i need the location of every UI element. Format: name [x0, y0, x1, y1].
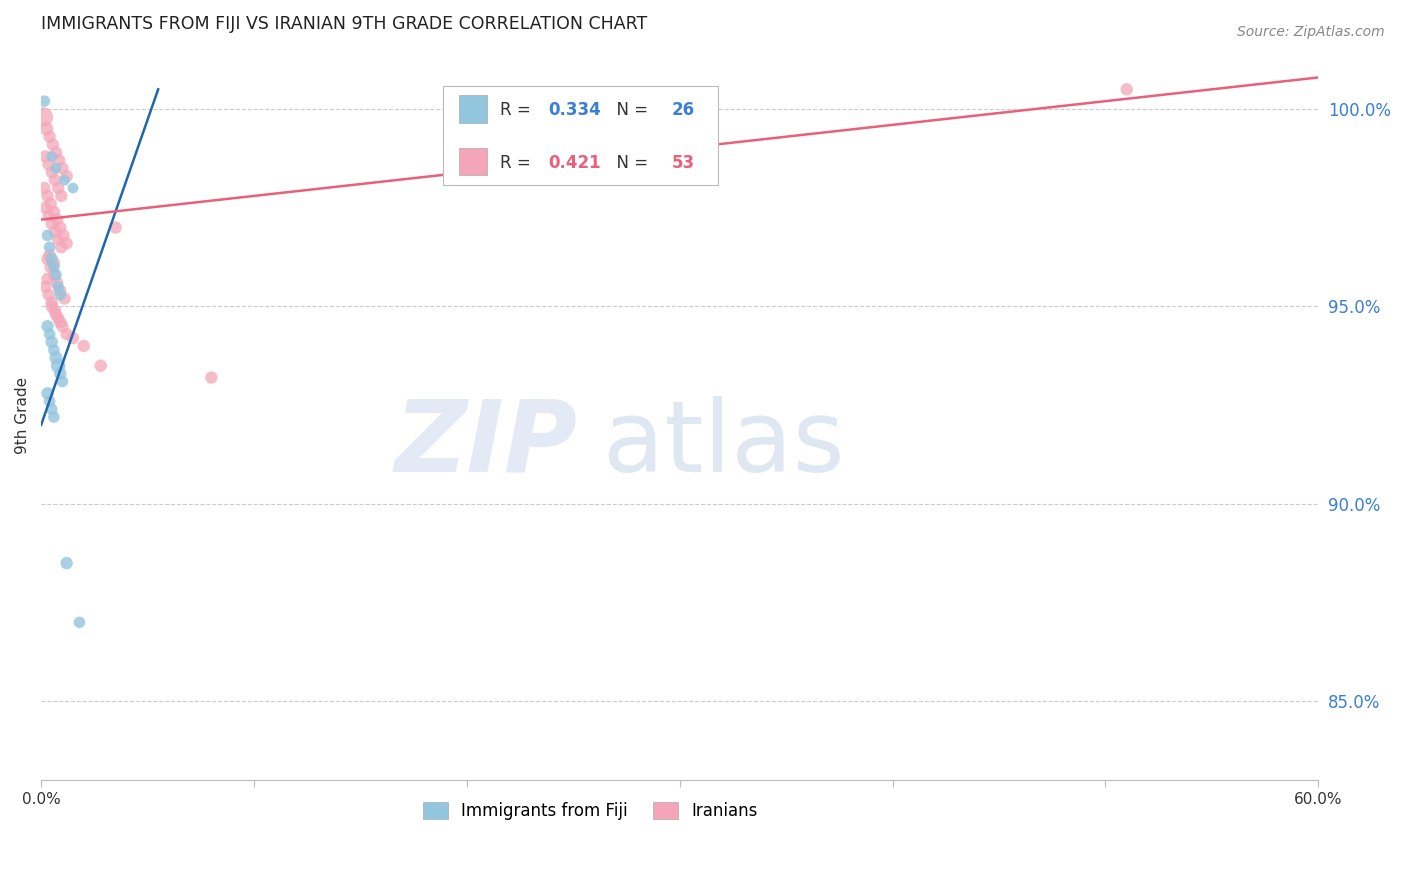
Text: N =: N =: [606, 102, 652, 120]
Text: Source: ZipAtlas.com: Source: ZipAtlas.com: [1237, 25, 1385, 39]
Point: [55, 169, 77, 184]
Text: IMMIGRANTS FROM FIJI VS IRANIAN 9TH GRADE CORRELATION CHART: IMMIGRANTS FROM FIJI VS IRANIAN 9TH GRAD…: [41, 15, 647, 33]
Point: [42, 410, 65, 425]
Point: [46, 279, 69, 293]
Point: [41, 295, 63, 310]
Point: [62, 181, 84, 195]
Point: [37, 228, 59, 243]
Text: 0.334: 0.334: [548, 102, 600, 120]
Point: [41, 165, 63, 179]
Point: [42, 268, 65, 282]
Bar: [458, 148, 486, 176]
Point: [90, 359, 112, 373]
Point: [38, 129, 60, 144]
Point: [52, 228, 75, 243]
Point: [38, 209, 60, 223]
Point: [200, 370, 222, 384]
Bar: [443, 87, 718, 185]
Point: [37, 386, 59, 401]
Bar: [458, 95, 486, 123]
Point: [42, 260, 65, 274]
Point: [37, 252, 59, 266]
Point: [41, 252, 63, 266]
Point: [41, 334, 63, 349]
Point: [32, 110, 55, 124]
Point: [39, 260, 62, 274]
Text: 0.421: 0.421: [548, 154, 600, 172]
Point: [53, 292, 76, 306]
Point: [38, 240, 60, 254]
Point: [46, 311, 69, 326]
Point: [45, 307, 67, 321]
Point: [38, 287, 60, 301]
Point: [49, 220, 72, 235]
Point: [104, 220, 127, 235]
Point: [49, 287, 72, 301]
Text: ZIP: ZIP: [395, 396, 578, 492]
Point: [55, 236, 77, 251]
Point: [48, 153, 70, 168]
Y-axis label: 9th Grade: 9th Grade: [15, 376, 30, 454]
Point: [41, 149, 63, 163]
Point: [44, 224, 66, 238]
Point: [1115, 82, 1137, 96]
Text: 53: 53: [672, 154, 695, 172]
Point: [51, 161, 73, 176]
Point: [49, 367, 72, 381]
Point: [35, 121, 58, 136]
Point: [45, 351, 67, 365]
Point: [51, 189, 73, 203]
Point: [45, 161, 67, 176]
Legend: Immigrants from Fiji, Iranians: Immigrants from Fiji, Iranians: [416, 796, 765, 827]
Point: [34, 201, 56, 215]
Point: [34, 181, 56, 195]
Point: [51, 375, 73, 389]
Text: atlas: atlas: [603, 396, 845, 492]
Point: [34, 279, 56, 293]
Point: [62, 331, 84, 345]
Text: 26: 26: [672, 102, 695, 120]
Text: R =: R =: [499, 102, 536, 120]
Point: [34, 149, 56, 163]
Point: [34, 94, 56, 108]
Point: [67, 615, 90, 630]
Point: [46, 212, 69, 227]
Point: [42, 343, 65, 357]
Point: [45, 268, 67, 282]
Text: R =: R =: [499, 154, 536, 172]
Point: [51, 319, 73, 334]
Point: [38, 394, 60, 409]
Point: [55, 327, 77, 342]
Point: [44, 303, 66, 318]
Point: [42, 204, 65, 219]
Point: [37, 189, 59, 203]
Point: [46, 232, 69, 246]
Point: [39, 197, 62, 211]
Point: [49, 315, 72, 329]
Text: N =: N =: [606, 154, 652, 172]
Point: [37, 319, 59, 334]
Point: [38, 327, 60, 342]
Point: [46, 276, 69, 290]
Point: [37, 272, 59, 286]
Point: [53, 173, 76, 187]
Point: [41, 402, 63, 417]
Point: [73, 339, 96, 353]
Point: [45, 145, 67, 160]
Point: [41, 300, 63, 314]
Point: [49, 284, 72, 298]
Point: [44, 173, 66, 187]
Point: [46, 181, 69, 195]
Point: [42, 137, 65, 152]
Point: [38, 157, 60, 171]
Point: [38, 248, 60, 262]
Point: [41, 217, 63, 231]
Point: [51, 240, 73, 254]
Point: [46, 359, 69, 373]
Point: [55, 556, 77, 570]
Point: [42, 256, 65, 270]
